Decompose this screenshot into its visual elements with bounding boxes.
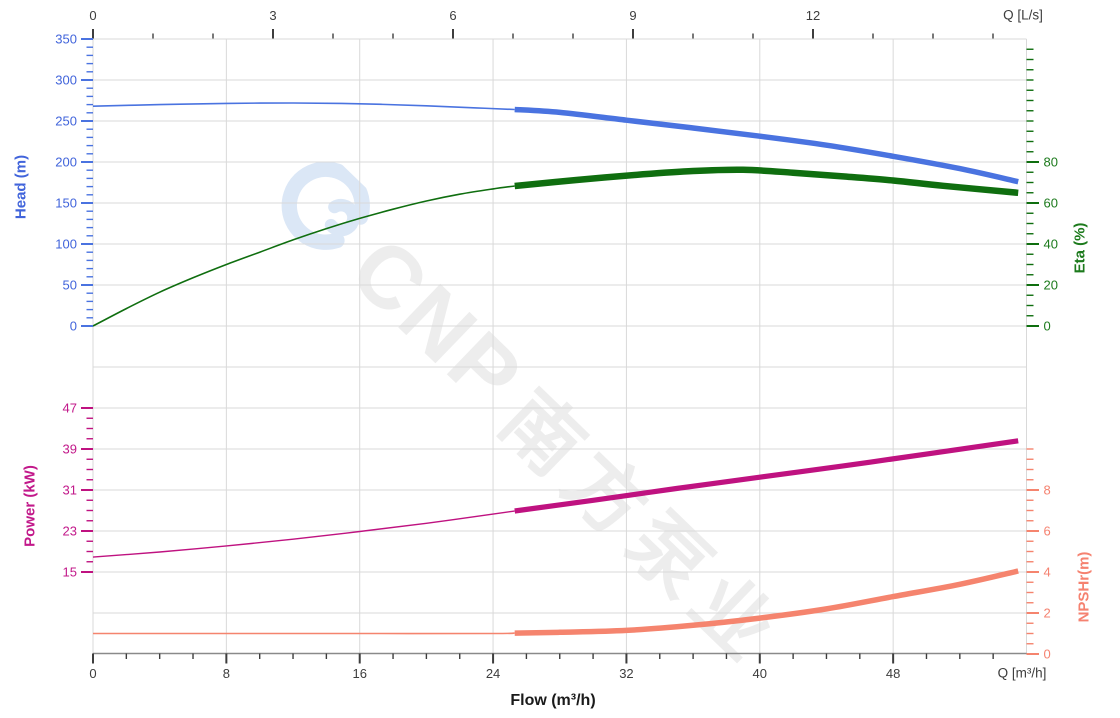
head-axis-title: Head (m) <box>12 154 30 220</box>
power-tick-label: 15 <box>63 565 77 580</box>
power-curve-thin-segment <box>92 510 515 558</box>
head-axis-ticks <box>81 38 93 327</box>
eta-tick-label: 0 <box>1044 319 1051 334</box>
head-tick-label: 0 <box>70 319 77 334</box>
npshr-axis-title: NPSHr(m) <box>1075 551 1093 623</box>
npshr-tick-label: 8 <box>1044 483 1051 498</box>
gridlines <box>92 38 1027 654</box>
power-curve <box>92 438 1019 558</box>
bottom-axis-tick-label: 32 <box>619 666 633 681</box>
power-tick-label: 23 <box>63 524 77 539</box>
top-axis-tick-label: 6 <box>449 8 456 23</box>
top-axis-tick-label: 0 <box>89 8 96 23</box>
bottom-axis-tick-label: 48 <box>886 666 900 681</box>
npshr-axis-ticks <box>1026 448 1039 655</box>
bottom-axis-tick-label: 0 <box>89 666 96 681</box>
head-tick-label: 50 <box>63 278 77 293</box>
top-axis-tick-label: 3 <box>269 8 276 23</box>
head-curve <box>92 102 1019 185</box>
bottom-axis-unit-label: Q [m³/h] <box>997 665 1047 681</box>
power-tick-label: 39 <box>63 442 77 457</box>
bottom-axis-ticks <box>92 653 994 664</box>
eta-curve <box>92 166 1019 327</box>
top-axis-unit-label: Q [L/s] <box>1003 7 1043 23</box>
bottom-axis-tick-label: 8 <box>223 666 230 681</box>
bottom-axis-tick-label: 16 <box>352 666 366 681</box>
head-tick-label: 350 <box>55 32 77 47</box>
power-curve-duty-segment <box>514 438 1019 514</box>
power-axis-title: Power (kW) <box>21 465 39 547</box>
flow-axis-title: Flow (m³/h) <box>510 692 596 709</box>
bottom-axis-tick-label: 40 <box>753 666 767 681</box>
eta-tick-label: 40 <box>1044 237 1058 252</box>
top-axis-ticks <box>92 29 994 39</box>
top-axis-tick-label: 12 <box>806 8 820 23</box>
power-axis-ticks <box>81 407 93 573</box>
head-tick-label: 150 <box>55 196 77 211</box>
power-tick-label: 47 <box>63 401 77 416</box>
head-tick-label: 100 <box>55 237 77 252</box>
head-tick-label: 200 <box>55 155 77 170</box>
npshr-tick-label: 0 <box>1044 647 1051 662</box>
top-axis-tick-label: 9 <box>629 8 636 23</box>
eta-curve-duty-segment <box>514 166 1019 197</box>
eta-axis-ticks <box>1026 48 1039 327</box>
bottom-axis-tick-label: 24 <box>486 666 500 681</box>
head-tick-label: 300 <box>55 73 77 88</box>
head-curve-duty-segment <box>514 106 1019 185</box>
npshr-tick-label: 4 <box>1044 565 1051 580</box>
eta-curve-thin-segment <box>92 185 515 327</box>
npshr-tick-label: 2 <box>1044 606 1051 621</box>
head-tick-label: 250 <box>55 114 77 129</box>
eta-tick-label: 80 <box>1044 155 1058 170</box>
head-curve-thin-segment <box>92 102 515 111</box>
npshr-curve-duty-segment <box>514 568 1019 636</box>
npshr-tick-label: 6 <box>1044 524 1051 539</box>
npshr-curve <box>93 568 1019 636</box>
eta-tick-label: 20 <box>1044 278 1058 293</box>
power-tick-label: 31 <box>63 483 77 498</box>
eta-tick-label: 60 <box>1044 196 1058 211</box>
eta-axis-title: Eta (%) <box>1071 222 1089 274</box>
